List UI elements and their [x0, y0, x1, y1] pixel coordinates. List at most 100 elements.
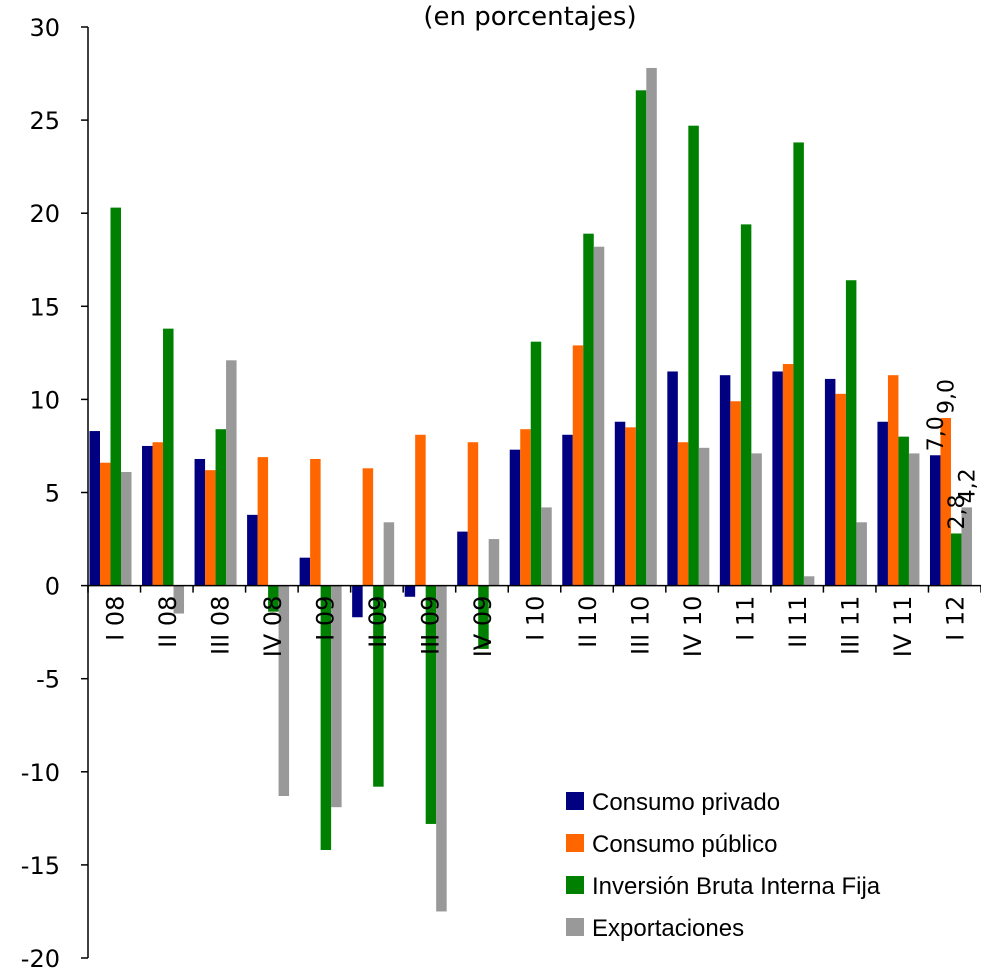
- bar-inversi-n-bruta-interna-fija: [583, 233, 594, 586]
- bar-consumo-p-blico: [520, 429, 531, 586]
- legend-swatch: [566, 918, 584, 936]
- x-tick-label: IV 10: [679, 596, 707, 658]
- bar-consumo-p-blico: [677, 442, 689, 586]
- bar-consumo-p-blico: [467, 442, 479, 586]
- x-tick-label: I 10: [522, 596, 550, 641]
- legend-swatch: [566, 792, 584, 810]
- y-tick-label: 15: [29, 293, 60, 321]
- bar-exportaciones: [908, 453, 920, 586]
- bar-consumo-privado: [614, 421, 626, 586]
- bar-inversi-n-bruta-interna-fija: [478, 585, 489, 649]
- bar-exportaciones: [856, 522, 867, 586]
- bar-exportaciones: [226, 360, 237, 586]
- bar-exportaciones: [278, 585, 290, 797]
- legend-label: Consumo público: [592, 831, 777, 858]
- bar-consumo-privado: [824, 378, 836, 586]
- bar-inversi-n-bruta-interna-fija: [373, 585, 384, 787]
- bar-consumo-p-blico: [730, 401, 741, 586]
- bar-consumo-p-blico: [257, 457, 269, 586]
- bar-consumo-p-blico: [310, 458, 321, 586]
- legend-label: Inversión Bruta Interna Fija: [592, 873, 881, 900]
- bar-consumo-privado: [772, 371, 783, 586]
- x-tick-label: IV 09: [469, 596, 497, 658]
- bar-inversi-n-bruta-interna-fija: [163, 328, 174, 586]
- bar-consumo-privado: [562, 434, 573, 586]
- y-tick-label: 0: [45, 573, 60, 601]
- bar-consumo-privado: [877, 421, 888, 586]
- x-tick-label: IV 11: [889, 596, 917, 658]
- bar-consumo-p-blico: [887, 375, 899, 586]
- bar-consumo-privado: [404, 585, 416, 597]
- y-tick-label: 25: [29, 107, 60, 135]
- y-axis-ticks: 30 25 20 15 10 5 0 -5 -10 -15 -20: [21, 14, 88, 970]
- x-tick-label: IV 08: [259, 596, 287, 658]
- bar-consumo-p-blico: [625, 427, 636, 586]
- bar-inversi-n-bruta-interna-fija: [268, 585, 279, 612]
- x-tick-label: III 09: [416, 596, 444, 655]
- x-tick-label: III 11: [837, 596, 865, 655]
- bar-exportaciones: [173, 585, 185, 614]
- legend-label: Exportaciones: [592, 915, 744, 942]
- x-tick-label: I 12: [942, 596, 970, 641]
- y-tick-label: 30: [29, 14, 60, 42]
- bar-exportaciones: [383, 522, 395, 586]
- bar-consumo-privado: [667, 371, 678, 586]
- bar-inversi-n-bruta-interna-fija: [425, 585, 437, 824]
- bar-inversi-n-bruta-interna-fija: [950, 533, 962, 586]
- x-tick-label: II 09: [364, 596, 392, 648]
- legend-swatch: [566, 834, 584, 852]
- bar-exportaciones: [488, 539, 500, 586]
- bar-exportaciones: [751, 453, 762, 586]
- bar-consumo-privado: [457, 531, 468, 586]
- bar-inversi-n-bruta-interna-fija: [320, 585, 332, 851]
- bar-consumo-p-blico: [152, 442, 164, 586]
- bar-consumo-p-blico: [782, 364, 794, 586]
- bar-exportaciones: [121, 472, 132, 586]
- data-label: 4,2: [956, 468, 981, 503]
- bar-exportaciones: [961, 507, 972, 586]
- bar-consumo-p-blico: [835, 393, 846, 586]
- bar-consumo-privado: [194, 458, 206, 586]
- y-tick-label: 5: [45, 480, 60, 508]
- bar-consumo-p-blico: [205, 470, 216, 586]
- bar-inversi-n-bruta-interna-fija: [215, 429, 227, 586]
- bar-inversi-n-bruta-interna-fija: [740, 224, 752, 586]
- bar-consumo-p-blico: [362, 468, 374, 586]
- y-tick-label: -15: [21, 852, 60, 880]
- bar-exportaciones: [698, 447, 710, 586]
- bar-consumo-privado: [142, 445, 153, 586]
- bar-inversi-n-bruta-interna-fija: [793, 142, 804, 586]
- bar-consumo-privado: [247, 514, 258, 586]
- bar-consumo-privado: [299, 557, 311, 586]
- bar-consumo-privado: [719, 375, 731, 586]
- bar-consumo-p-blico: [572, 345, 584, 586]
- bar-exportaciones: [541, 507, 552, 586]
- bar-consumo-p-blico: [940, 418, 951, 586]
- bar-exportaciones: [436, 585, 447, 912]
- data-label: 9,0: [935, 379, 960, 414]
- x-tick-label: III 08: [206, 596, 234, 655]
- bar-consumo-privado: [929, 455, 941, 586]
- bar-exportaciones: [646, 67, 657, 586]
- bar-consumo-privado: [509, 449, 521, 586]
- y-tick-label: 10: [29, 386, 60, 414]
- data-label: 7,0: [924, 416, 949, 451]
- y-tick-label: 20: [29, 200, 60, 228]
- axes: [87, 27, 981, 958]
- legend-swatch: [566, 876, 584, 894]
- legend: Consumo privado Consumo público Inversión …: [566, 789, 881, 942]
- x-tick-label: II 11: [784, 596, 812, 648]
- bar-inversi-n-bruta-interna-fija: [110, 207, 121, 586]
- chart-title: (en porcentajes): [423, 2, 636, 32]
- y-tick-label: -20: [21, 945, 60, 970]
- bar-exportaciones: [593, 246, 605, 586]
- bar-consumo-p-blico: [415, 434, 426, 586]
- bar-inversi-n-bruta-interna-fija: [530, 341, 542, 586]
- bar-exportaciones: [803, 576, 815, 586]
- x-tick-label: II 10: [574, 596, 602, 648]
- bar-exportaciones: [331, 585, 342, 808]
- x-tick-label: I 08: [101, 596, 129, 641]
- x-tick-label: II 08: [154, 596, 182, 648]
- x-tick-label: I 09: [311, 596, 339, 641]
